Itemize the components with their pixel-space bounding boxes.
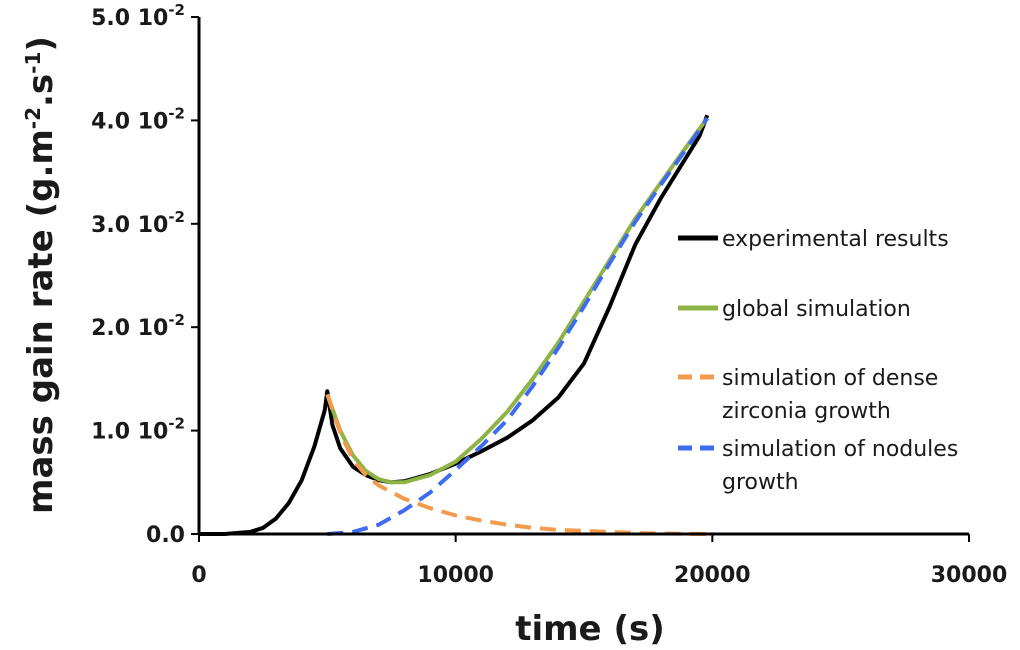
series-layer [199, 114, 713, 536]
y-tick-label: 0.0 [146, 523, 185, 548]
x-tick-label: 20000 [674, 563, 751, 588]
y-tick-label: 5.0 10-2 [91, 1, 185, 31]
x-tick-label: 0 [191, 563, 206, 588]
y-tick-label: 2.0 10-2 [91, 311, 185, 341]
x-axis-title: time (s) [515, 609, 665, 649]
y-axis-title: mass gain rate (g.m-2.s-1) [21, 36, 61, 514]
y-tick-label: 1.0 10-2 [91, 415, 185, 445]
x-tick-label: 10000 [417, 563, 494, 588]
y-tick-label: 3.0 10-2 [91, 208, 185, 238]
series-line-simulation-of-dense-zirconia-growth [325, 393, 713, 536]
series-line-global-simulation [325, 117, 709, 485]
legend-label-simulation-of-dense-zirconia-growth: simulation of dense zirconia growth [722, 366, 938, 424]
x-tick-label: 30000 [931, 563, 1008, 588]
y-tick-label: 4.0 10-2 [91, 104, 185, 134]
legend-label-simulation-of-nodules-growth: simulation of nodules growth [722, 437, 958, 495]
series-line-experimental-results [199, 114, 710, 536]
axes [197, 17, 969, 536]
legend-label-experimental-results: experimental results [722, 227, 949, 252]
legend: experimental results global simulation sim… [678, 227, 958, 495]
series-line-simulation-of-nodules-growth [327, 117, 709, 536]
legend-label-global-simulation: global simulation [722, 297, 911, 322]
tick-layer: 0.0 1.0 10-2 2.0 10-2 3.0 10-2 4.0 10-2 5.0 1… [91, 1, 1007, 588]
